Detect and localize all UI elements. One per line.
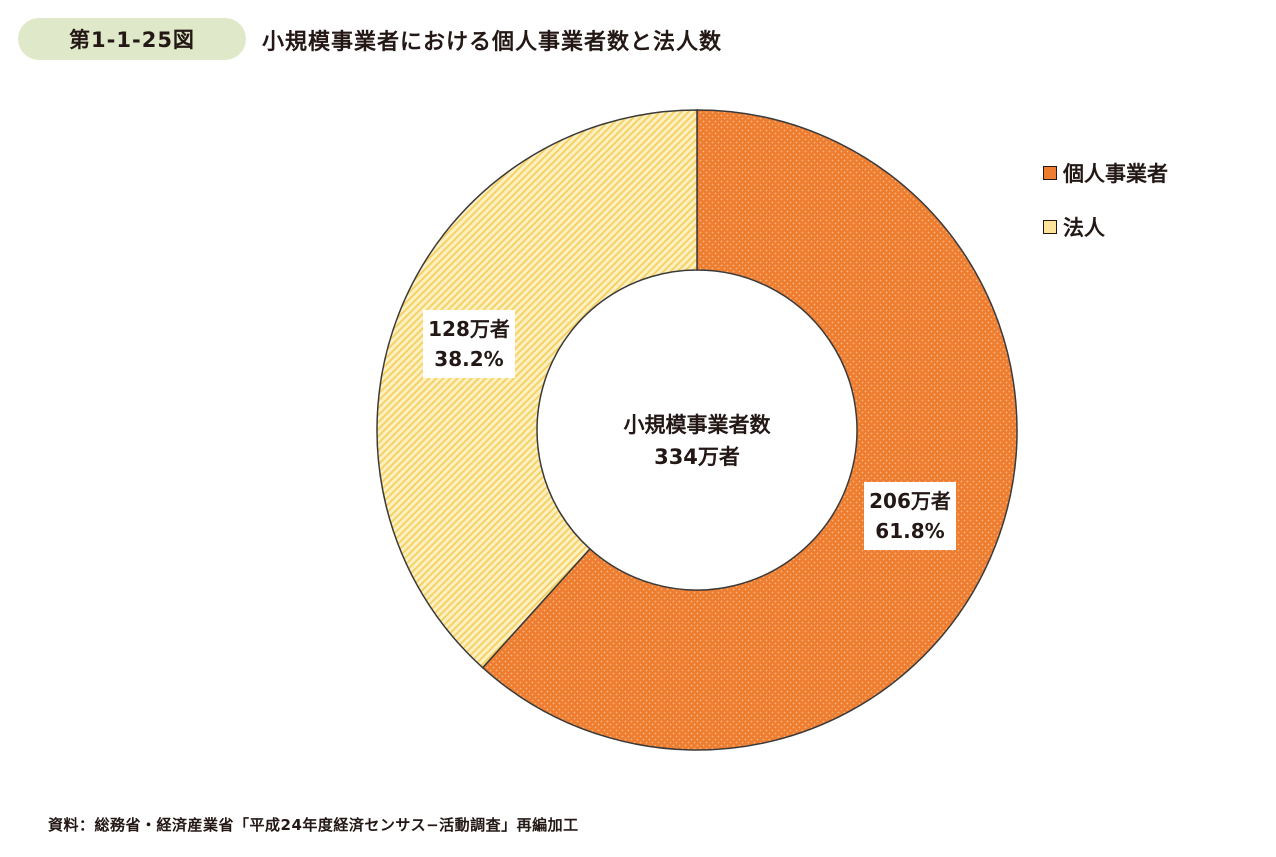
data-label-kojin: 206万者 61.8% xyxy=(864,482,956,550)
legend-label-hojin: 法人 xyxy=(1063,216,1105,240)
data-label-percent: 61.8% xyxy=(875,519,944,543)
center-label-total: 334万者 xyxy=(654,445,740,469)
legend-item-kojin: 個人事業者 xyxy=(1043,158,1168,188)
data-label-percent: 38.2% xyxy=(434,347,503,371)
legend: 個人事業者 法人 xyxy=(1043,158,1168,266)
center-label-title: 小規模事業者数 xyxy=(624,413,772,437)
data-label-value: 128万者 xyxy=(428,317,510,341)
chart-title: 小規模事業者における個人事業者数と法人数 xyxy=(262,30,723,55)
data-label-background xyxy=(864,482,956,550)
data-label-background xyxy=(423,310,515,378)
figure-number: 第1-1-25図 xyxy=(69,28,195,52)
figure-number-badge: 第1-1-25図 xyxy=(18,18,246,60)
data-label-hojin: 128万者 38.2% xyxy=(423,310,515,378)
legend-swatch-kojin xyxy=(1043,166,1057,180)
slice-hojin xyxy=(376,109,698,669)
slice-kojin xyxy=(481,109,1018,751)
source-note: 資料：総務省・経済産業省「平成24年度経済センサス−活動調査」再編加工 xyxy=(48,816,579,834)
legend-item-hojin: 法人 xyxy=(1043,212,1168,242)
legend-swatch-hojin xyxy=(1043,220,1057,234)
legend-label-kojin: 個人事業者 xyxy=(1063,162,1168,186)
data-label-value: 206万者 xyxy=(869,489,951,513)
